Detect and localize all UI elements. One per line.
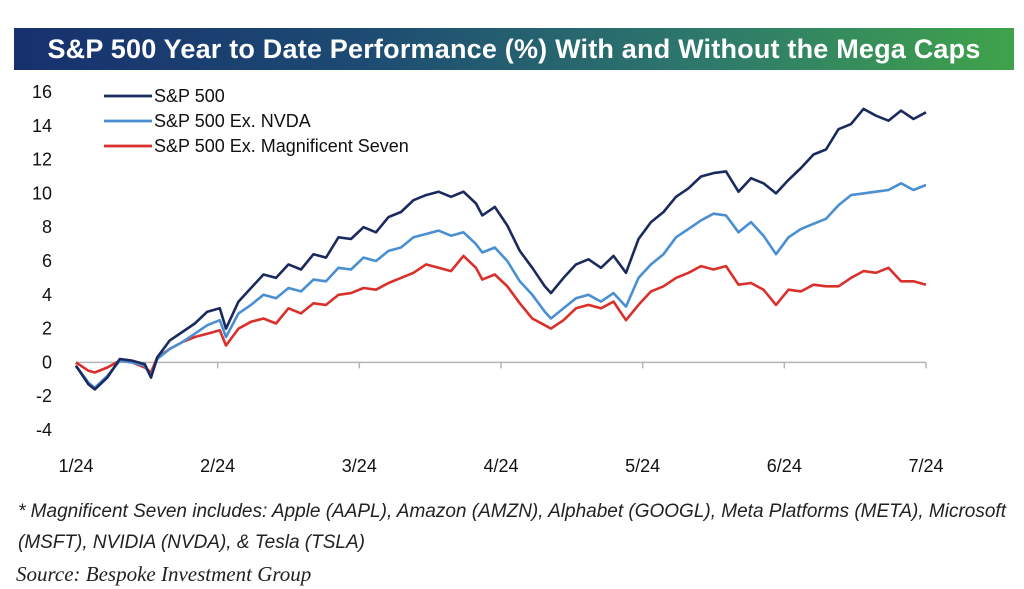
x-tick-label: 5/24 — [625, 456, 660, 476]
series-line-s-p-500 — [74, 107, 927, 391]
line-chart: 16 14 12 10 8 6 4 2 0 -2 -4 1/24 2/24 3/24 4/24 5/24 6/… — [32, 82, 944, 476]
x-tick-label: 4/24 — [483, 456, 518, 476]
x-tick-label: 1/24 — [58, 456, 93, 476]
y-tick-label: -2 — [36, 386, 52, 406]
source-note: Source: Bespoke Investment Group — [16, 562, 312, 586]
footnote: * Magnificent Seven includes: Apple (AAP… — [18, 501, 1006, 553]
legend: S&P 500 S&P 500 Ex. NVDA S&P 500 Ex. Magni… — [104, 86, 409, 156]
y-tick-label: 0 — [42, 352, 52, 372]
y-tick-label: -4 — [36, 420, 52, 440]
y-tick-label: 6 — [42, 251, 52, 271]
y-tick-label: 16 — [32, 82, 52, 102]
y-tick-label: 8 — [42, 217, 52, 237]
series-line-s-p-500-ex-nvda — [74, 182, 927, 390]
x-tick-label: 6/24 — [767, 456, 802, 476]
y-tick-label: 10 — [32, 183, 52, 203]
legend-label: S&P 500 Ex. Magnificent Seven — [154, 136, 409, 156]
y-tick-label: 4 — [42, 285, 52, 305]
x-tick-label: 7/24 — [908, 456, 943, 476]
series-line-s-p-500-ex-magnificent-seven — [75, 254, 927, 374]
x-axis-labels: 1/24 2/24 3/24 4/24 5/24 6/24 7/24 — [58, 362, 944, 476]
y-axis-labels: 16 14 12 10 8 6 4 2 0 -2 -4 — [32, 82, 52, 440]
legend-label: S&P 500 — [154, 86, 225, 106]
legend-label: S&P 500 Ex. NVDA — [154, 111, 311, 131]
series-lines — [74, 107, 927, 391]
y-tick-label: 12 — [32, 150, 52, 170]
y-tick-label: 14 — [32, 116, 52, 136]
x-tick-label: 2/24 — [200, 456, 235, 476]
chart-title: S&P 500 Year to Date Performance (%) Wit… — [14, 28, 1014, 70]
y-tick-label: 2 — [42, 319, 52, 339]
x-tick-label: 3/24 — [342, 456, 377, 476]
